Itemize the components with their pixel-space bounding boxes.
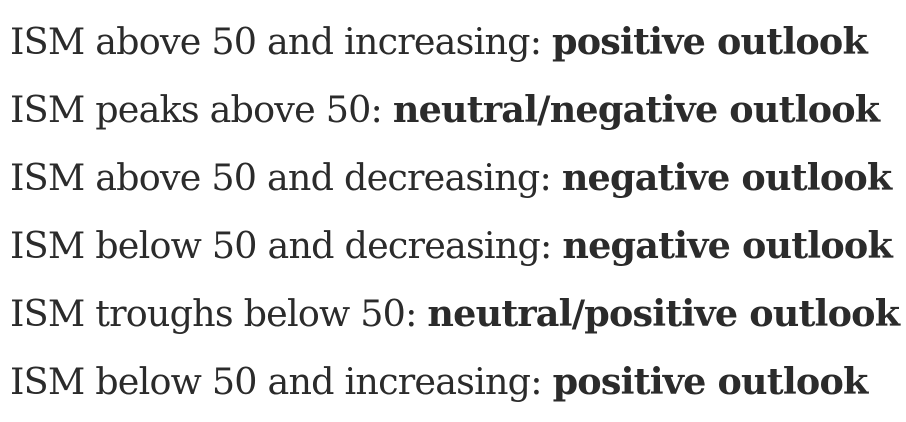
- condition-text: ISM above 50 and increasing:: [10, 20, 542, 63]
- condition-text: ISM peaks above 50:: [10, 88, 383, 131]
- list-item: ISM below 50 and increasing: positive ou…: [10, 348, 899, 416]
- outlook-text: neutral/positive outlook: [427, 292, 900, 335]
- list-item: ISM troughs below 50: neutral/positive o…: [10, 280, 900, 348]
- ism-outlook-list: ISM above 50 and increasing: positive ou…: [10, 8, 900, 416]
- list-item: ISM above 50 and decreasing: negative ou…: [10, 144, 899, 212]
- condition-text: ISM below 50 and increasing:: [10, 360, 543, 403]
- outlook-text: negative outlook: [562, 224, 892, 267]
- list-item: ISM above 50 and increasing: positive ou…: [10, 8, 899, 76]
- condition-text: ISM below 50 and decreasing:: [10, 224, 552, 267]
- list-item: ISM below 50 and decreasing: negative ou…: [10, 212, 899, 280]
- outlook-text: neutral/negative outlook: [392, 88, 880, 131]
- outlook-text: positive outlook: [552, 360, 869, 403]
- outlook-text: negative outlook: [561, 156, 892, 199]
- condition-text: ISM above 50 and decreasing:: [10, 156, 552, 199]
- condition-text: ISM troughs below 50:: [10, 292, 417, 335]
- list-item: ISM peaks above 50: neutral/negative out…: [10, 76, 899, 144]
- outlook-text: positive outlook: [552, 20, 868, 63]
